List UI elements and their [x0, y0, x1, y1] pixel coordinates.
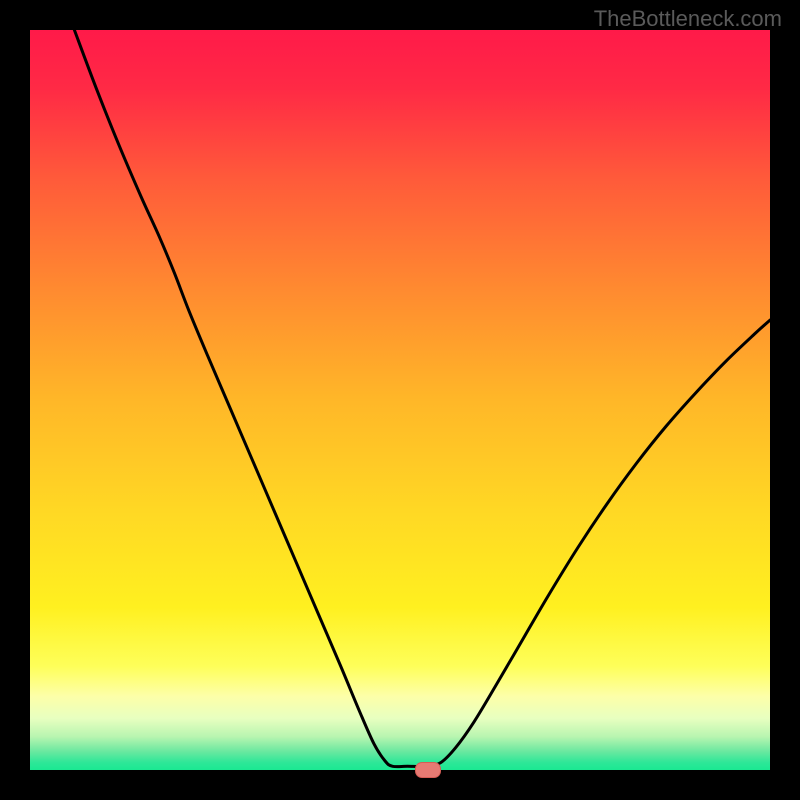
bottleneck-curve	[0, 0, 800, 800]
watermark-text: TheBottleneck.com	[594, 6, 782, 32]
chart-container: TheBottleneck.com	[0, 0, 800, 800]
optimal-point-marker	[415, 762, 441, 778]
curve-path	[74, 30, 770, 767]
